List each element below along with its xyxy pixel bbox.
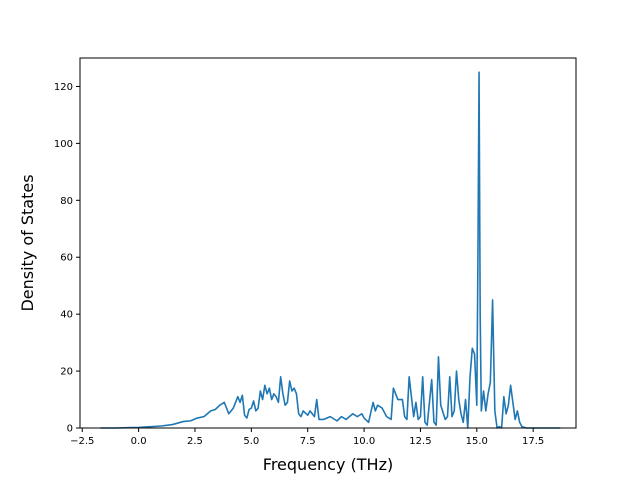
x-tick-label: 12.5 bbox=[409, 436, 431, 447]
x-tick-label: 5.0 bbox=[243, 436, 259, 447]
y-tick-label: 120 bbox=[54, 82, 73, 93]
y-axis-label: Density of States bbox=[18, 174, 37, 311]
x-tick-label: 2.5 bbox=[187, 436, 203, 447]
y-tick-label: 100 bbox=[54, 139, 73, 150]
x-axis-ticks: −2.5 0.0 2.5 5.0 7.5 10.0 12.5 15.0 17.5 bbox=[70, 428, 544, 447]
y-tick-label: 60 bbox=[60, 253, 73, 264]
y-axis-ticks: 0 20 40 60 80 100 120 bbox=[54, 82, 80, 435]
x-tick-label: 15.0 bbox=[466, 436, 488, 447]
x-axis-label: Frequency (THz) bbox=[263, 455, 393, 474]
plot-area bbox=[79, 57, 577, 429]
y-tick-label: 0 bbox=[67, 424, 73, 435]
x-tick-label: 17.5 bbox=[522, 436, 544, 447]
y-tick-label: 20 bbox=[60, 367, 73, 378]
y-tick-label: 40 bbox=[60, 310, 73, 321]
x-tick-label: 10.0 bbox=[353, 436, 375, 447]
x-tick-label: 0.0 bbox=[131, 436, 147, 447]
series-layer bbox=[100, 71, 561, 429]
axes-frame bbox=[79, 57, 577, 429]
x-tick-label: 7.5 bbox=[300, 436, 316, 447]
dos-series-line-0 bbox=[100, 71, 561, 429]
y-tick-label: 80 bbox=[60, 196, 73, 207]
x-tick-label: −2.5 bbox=[70, 436, 94, 447]
